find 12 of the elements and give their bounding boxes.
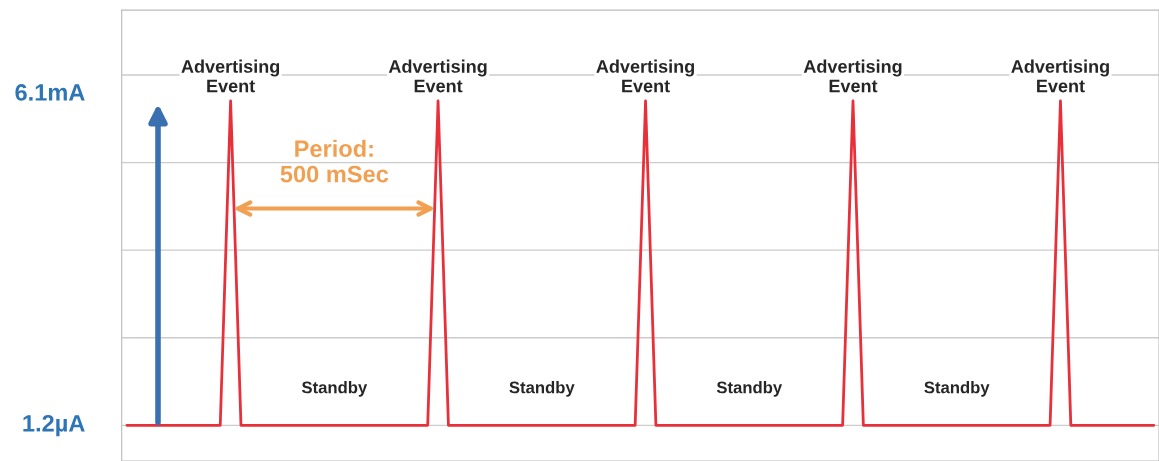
text: Advertising Event — [181, 59, 280, 93]
annotation: Standby — [924, 381, 990, 397]
annotation: Period: 500 mSec — [280, 139, 389, 183]
text: Advertising Event — [1011, 59, 1109, 93]
text: 1.2µA — [23, 414, 85, 437]
text: Advertising Event — [596, 59, 694, 93]
annotation: Standby — [716, 381, 783, 397]
text: 6.1mA — [15, 84, 85, 101]
annotation: Standby — [509, 381, 575, 397]
annotation: Standby — [301, 381, 368, 397]
text: Advertising Event — [803, 59, 902, 93]
text: Advertising Event — [388, 59, 487, 93]
